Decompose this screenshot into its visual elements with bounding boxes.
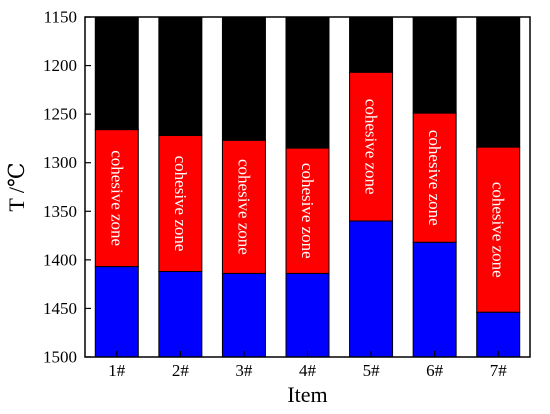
bar-segment-2-4# [285, 147, 330, 274]
y-tick-label: 1250 [43, 105, 77, 124]
y-ticks-group: 1150 1200 1250 1300 1350 1400 1450 1500 [43, 8, 91, 367]
y-tick-label: 1150 [44, 8, 77, 27]
x-tick-label: 7# [490, 361, 508, 380]
y-tick-label: 1200 [43, 56, 77, 75]
cohesive-zone-label-3#: cohesive zone [234, 159, 253, 255]
x-tick-label: 2# [172, 361, 190, 380]
bar-segment-1-6# [412, 16, 457, 114]
cohesive-zone-label-1#: cohesive zone [107, 150, 126, 246]
x-tick-label: 3# [235, 361, 253, 380]
bar-segment-1-4# [285, 16, 330, 149]
bar-segment-1-3# [221, 16, 266, 141]
bars-group: cohesive zone cohesive zone cohesive zone c… [94, 16, 521, 358]
y-tick-label: 1400 [43, 250, 77, 269]
bar-segment-3-5# [349, 220, 394, 358]
cohesive-zone-label-7#: cohesive zone [489, 182, 508, 278]
x-tick-label: 5# [363, 361, 381, 380]
bar-segment-3-3# [221, 272, 266, 358]
bar-segment-3-6# [412, 241, 457, 358]
bar-segment-2-6# [412, 112, 457, 243]
bar-segment-1-2# [158, 16, 203, 137]
x-tick-label: 6# [426, 361, 444, 380]
bar-segment-3-7# [476, 311, 521, 358]
y-tick-label: 1300 [43, 153, 77, 172]
y-tick-label: 1500 [43, 348, 77, 367]
bar-segment-3-2# [158, 271, 203, 358]
cohesive-zone-label-2#: cohesive zone [171, 156, 190, 252]
bar-segment-3-4# [285, 272, 330, 358]
x-axis-label: Item [287, 382, 327, 407]
x-tick-label: 4# [299, 361, 317, 380]
bar-segment-3-1# [94, 266, 139, 358]
cohesive-zone-label-6#: cohesive zone [425, 130, 444, 226]
y-tick-label: 1450 [43, 299, 77, 318]
bar-segment-1-5# [349, 16, 394, 73]
bar-segment-1-1# [94, 16, 139, 131]
bar-segment-2-3# [221, 139, 266, 274]
y-tick-label: 1350 [43, 202, 77, 221]
y-axis-label: T /℃ [4, 162, 29, 211]
bar-segment-1-7# [476, 16, 521, 148]
x-tick-label: 1# [108, 361, 126, 380]
cohesive-zone-label-4#: cohesive zone [298, 163, 317, 259]
bar-segment-2-1# [94, 129, 139, 268]
bar-segment-2-2# [158, 135, 203, 273]
cohesive-zone-label-5#: cohesive zone [362, 99, 381, 195]
x-ticks-group: 1# 2# 3# 4# 5# 6# 7# [108, 351, 507, 380]
